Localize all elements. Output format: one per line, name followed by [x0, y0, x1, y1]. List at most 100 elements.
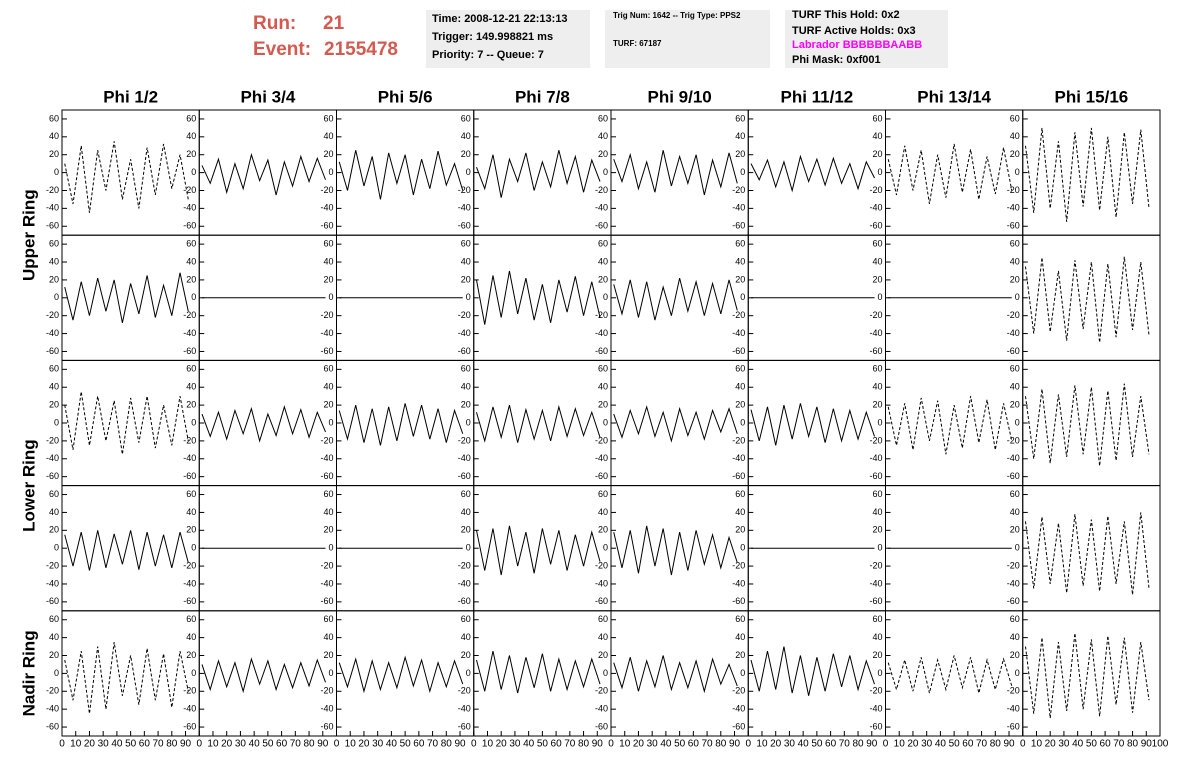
waveform — [613, 525, 738, 576]
y-tick-label: -40 — [1007, 328, 1020, 338]
y-tick-label: 20 — [49, 149, 59, 159]
y-tick-label: -20 — [183, 435, 196, 445]
y-tick-label: 40 — [735, 131, 745, 141]
y-tick-label: 20 — [186, 149, 196, 159]
y-tick-label: 40 — [872, 632, 882, 642]
waveform — [64, 530, 189, 571]
x-tick-label: 10 — [482, 739, 494, 750]
info-box — [785, 10, 948, 68]
y-tick-label: -20 — [183, 686, 196, 696]
column-title: Phi 7/8 — [515, 87, 570, 106]
y-tick-label: -20 — [320, 185, 333, 195]
trigger-info: Trigger: 149.998821 ms — [432, 31, 553, 43]
x-tick-label: 80 — [166, 739, 178, 750]
y-tick-label: 20 — [323, 149, 333, 159]
y-tick-label: 20 — [872, 650, 882, 660]
y-tick-label: 0 — [54, 417, 59, 427]
y-tick-label: 60 — [49, 489, 59, 499]
waveform — [613, 278, 738, 321]
x-tick-label: 50 — [811, 739, 823, 750]
y-tick-label: -20 — [46, 185, 59, 195]
panel-frame — [198, 109, 337, 236]
y-tick-label: -60 — [183, 221, 196, 231]
run-number: 21 — [323, 13, 345, 34]
y-tick-label: 60 — [49, 113, 59, 123]
y-tick-label: -20 — [732, 185, 745, 195]
x-tick-label: 60 — [688, 739, 700, 750]
y-tick-label: -40 — [595, 704, 608, 714]
y-tick-label: 20 — [1010, 650, 1020, 660]
time-info: Time: 2008-12-21 22:13:13 — [432, 13, 568, 25]
y-tick-label: -60 — [320, 346, 333, 356]
x-tick-label: 90 — [729, 739, 741, 750]
y-tick-label: 40 — [323, 632, 333, 642]
panel-frame — [1022, 485, 1161, 612]
y-tick-label: -20 — [458, 310, 471, 320]
y-tick-label: -60 — [595, 471, 608, 481]
x-tick-label: 50 — [1086, 739, 1098, 750]
y-tick-label: 20 — [1010, 274, 1020, 284]
y-tick-label: -60 — [869, 721, 882, 731]
x-tick-label: 80 — [578, 739, 590, 750]
x-tick-label: 40 — [1072, 739, 1084, 750]
panel-frame — [747, 610, 886, 737]
x-tick-label: 10 — [345, 739, 357, 750]
x-tick-label: 80 — [441, 739, 453, 750]
y-tick-label: 40 — [186, 131, 196, 141]
y-tick-label: 40 — [735, 507, 745, 517]
y-tick-label: -60 — [458, 346, 471, 356]
y-tick-label: 20 — [49, 525, 59, 535]
y-tick-label: -60 — [595, 721, 608, 731]
waveform — [1024, 127, 1150, 222]
y-tick-label: -40 — [869, 704, 882, 714]
y-tick-label: 40 — [872, 382, 882, 392]
y-tick-label: 60 — [323, 364, 333, 374]
y-tick-label: -20 — [458, 560, 471, 570]
y-tick-label: 20 — [872, 149, 882, 159]
y-tick-label: 40 — [323, 507, 333, 517]
y-tick-label: -40 — [732, 203, 745, 213]
y-tick-label: 20 — [186, 525, 196, 535]
y-tick-label: 40 — [49, 256, 59, 266]
panel-frame — [610, 109, 749, 236]
y-tick-label: 0 — [740, 167, 745, 177]
waveform — [1024, 633, 1150, 719]
x-tick-label: 40 — [798, 739, 810, 750]
x-tick-label: 20 — [770, 739, 782, 750]
waveform — [201, 657, 326, 694]
y-tick-label: -60 — [183, 346, 196, 356]
panel-frame — [198, 610, 337, 737]
waveform — [1024, 256, 1150, 343]
waveform — [1024, 383, 1150, 466]
y-tick-label: -60 — [183, 471, 196, 481]
waveform — [613, 655, 738, 694]
y-tick-label: 60 — [598, 489, 608, 499]
y-tick-label: -40 — [458, 453, 471, 463]
y-tick-label: 20 — [186, 650, 196, 660]
x-tick-label: 40 — [660, 739, 672, 750]
y-tick-label: -60 — [183, 596, 196, 606]
y-tick-label: 0 — [603, 292, 608, 302]
y-tick-label: -60 — [869, 221, 882, 231]
y-tick-label: 0 — [1015, 668, 1020, 678]
y-tick-label: 40 — [1010, 256, 1020, 266]
x-tick-label: 90 — [1141, 739, 1153, 750]
x-tick-label: 30 — [98, 739, 110, 750]
panel-frame — [473, 610, 612, 737]
y-tick-label: 20 — [49, 399, 59, 409]
turf-active-info: TURF Active Holds: 0x3 — [792, 25, 916, 37]
y-tick-label: -40 — [732, 453, 745, 463]
y-tick-label: 20 — [598, 149, 608, 159]
y-tick-label: 40 — [598, 131, 608, 141]
x-tick-label: 0 — [59, 739, 65, 750]
y-tick-label: 20 — [323, 399, 333, 409]
y-tick-label: 40 — [735, 632, 745, 642]
column-title: Phi 11/12 — [780, 87, 853, 106]
y-tick-label: 0 — [603, 417, 608, 427]
y-tick-label: 40 — [735, 256, 745, 266]
x-tick-label: 50 — [125, 739, 137, 750]
y-tick-label: 60 — [49, 614, 59, 624]
y-tick-label: 0 — [603, 668, 608, 678]
y-tick-label: -20 — [183, 560, 196, 570]
ring-label: Nadir Ring — [19, 630, 38, 716]
